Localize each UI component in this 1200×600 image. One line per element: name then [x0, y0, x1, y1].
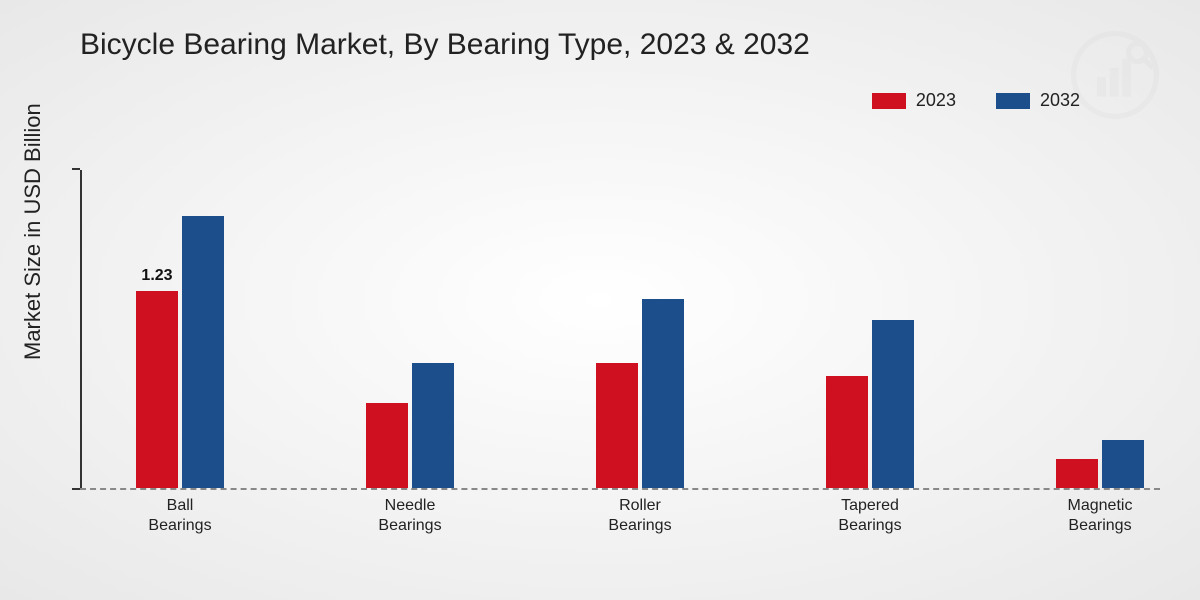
bar-group: 1.23: [120, 216, 240, 488]
watermark-logo-icon: [1070, 30, 1160, 120]
bar-2032: [412, 363, 454, 488]
bar-value-label: 1.23: [141, 267, 172, 285]
bar-group: [350, 363, 470, 488]
bar-2032: [872, 320, 914, 488]
legend-label-2032: 2032: [1040, 90, 1080, 111]
y-tick-top: [72, 168, 80, 170]
bar-2032: [182, 216, 224, 488]
legend-swatch-2023: [872, 93, 906, 109]
bar-2023: [826, 376, 868, 488]
x-category-label: TaperedBearings: [810, 496, 930, 536]
legend-item-2032: 2032: [996, 90, 1080, 111]
x-category-label: RollerBearings: [580, 496, 700, 536]
legend-swatch-2032: [996, 93, 1030, 109]
bar-2023: 1.23: [136, 291, 178, 488]
x-category-label: MagneticBearings: [1040, 496, 1160, 536]
bar-2023: [596, 363, 638, 488]
bar-2023: [366, 403, 408, 488]
legend-label-2023: 2023: [916, 90, 956, 111]
x-category-label: BallBearings: [120, 496, 240, 536]
bar-group: [580, 299, 700, 488]
bar-group: [810, 320, 930, 488]
bar-2023: [1056, 459, 1098, 488]
bar-group: [1040, 440, 1160, 488]
y-tick-bottom: [72, 488, 80, 490]
legend-item-2023: 2023: [872, 90, 956, 111]
plot-area: 1.23 BallBearingsNeedleBearingsRollerBea…: [80, 170, 1160, 490]
bar-2032: [1102, 440, 1144, 488]
x-category-label: NeedleBearings: [350, 496, 470, 536]
chart-title: Bicycle Bearing Market, By Bearing Type,…: [80, 28, 810, 62]
y-axis-line: [80, 170, 82, 488]
bar-2032: [642, 299, 684, 488]
legend: 2023 2032: [872, 90, 1080, 111]
y-axis-label: Market Size in USD Billion: [20, 103, 46, 360]
